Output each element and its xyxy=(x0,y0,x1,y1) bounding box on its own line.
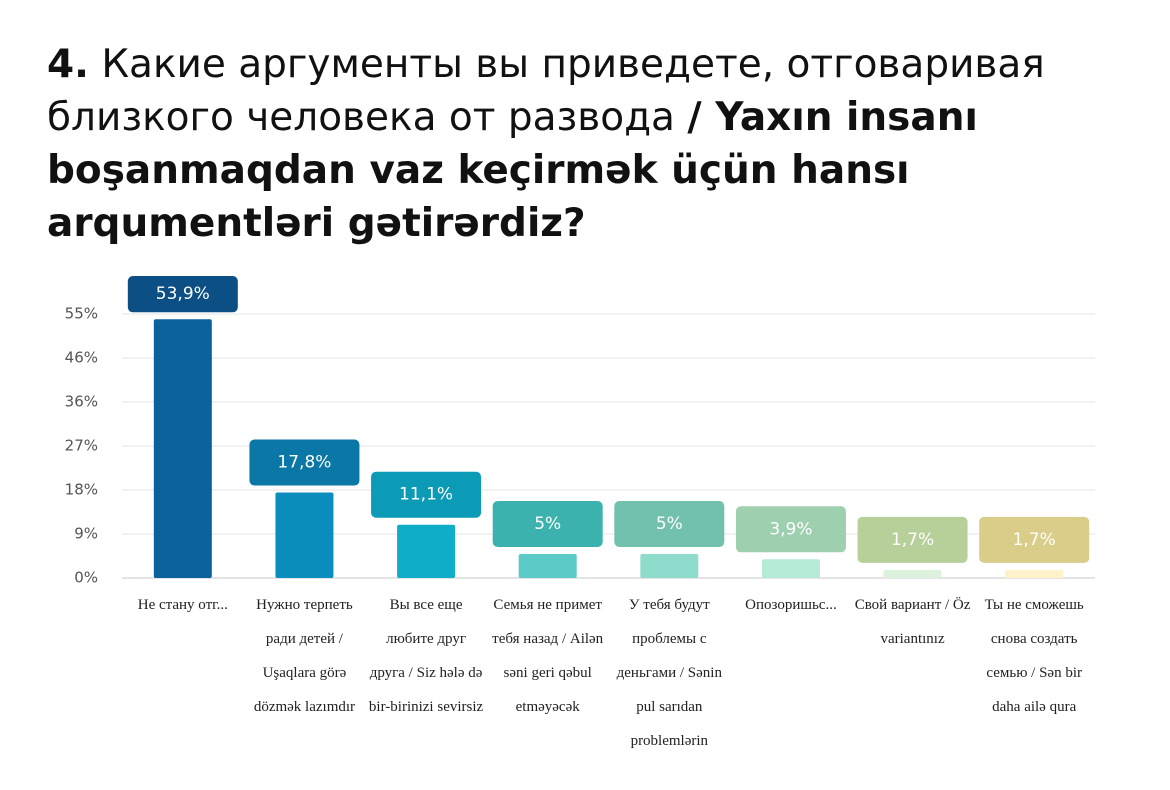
y-tick-label: 9% xyxy=(74,524,98,542)
value-label-box xyxy=(979,516,1090,563)
y-tick-label: 0% xyxy=(74,569,98,587)
value-label-box xyxy=(735,506,846,553)
y-tick-label: 46% xyxy=(65,349,98,367)
value-label: 17,8% xyxy=(277,453,331,473)
value-label: 1,7% xyxy=(891,530,934,550)
title-ru: Какие аргументы вы приведете, отговарива… xyxy=(47,42,1045,140)
x-tick-label: Нужно терпеть ради детей / Uşaqlara görə… xyxy=(253,597,356,715)
title-az: / Yaxın insanı boşanmaqdan vaz keçirmək … xyxy=(47,95,978,246)
y-tick-label: 18% xyxy=(65,481,98,499)
value-label: 1,7% xyxy=(1013,530,1056,550)
y-tick-label: 55% xyxy=(65,305,98,323)
bar xyxy=(883,569,942,578)
x-tick-label: Не стану отг... xyxy=(137,597,228,613)
x-tick-label: Свой вариант / Öz variantınız xyxy=(854,597,971,647)
y-tick-label: 36% xyxy=(65,392,98,410)
value-label-box xyxy=(857,516,968,563)
title-number: 4. xyxy=(47,42,89,87)
bar xyxy=(640,554,699,578)
bar xyxy=(397,524,456,578)
bar xyxy=(761,559,820,578)
value-label: 5% xyxy=(534,514,561,534)
value-label-box xyxy=(371,471,482,518)
bar xyxy=(275,492,334,578)
bar xyxy=(153,319,212,578)
x-tick-label: Опозоришьс... xyxy=(745,597,837,613)
x-tick-label: Ты не сможешь снова создать семью / Sən … xyxy=(984,597,1084,715)
value-label-box xyxy=(492,501,603,547)
x-tick-label: Семья не примет тебя назад / Ailən səni … xyxy=(492,597,604,715)
value-label-box xyxy=(249,439,360,486)
value-label-box xyxy=(127,276,238,313)
value-label: 5% xyxy=(656,514,683,534)
value-label: 3,9% xyxy=(769,519,812,539)
chart-title: 4. Какие аргументы вы приведете, отговар… xyxy=(47,38,1047,250)
value-label: 11,1% xyxy=(399,485,453,505)
bar xyxy=(1005,569,1064,578)
bar xyxy=(518,554,577,578)
value-label: 53,9% xyxy=(156,284,210,304)
x-tick-label: Вы все еще любите друг друга / Siz hələ … xyxy=(368,597,484,715)
x-tick-label: У тебя будут проблемы с деньгами / Sənin… xyxy=(616,597,722,749)
value-label-box xyxy=(614,501,725,547)
y-tick-label: 27% xyxy=(65,437,98,455)
